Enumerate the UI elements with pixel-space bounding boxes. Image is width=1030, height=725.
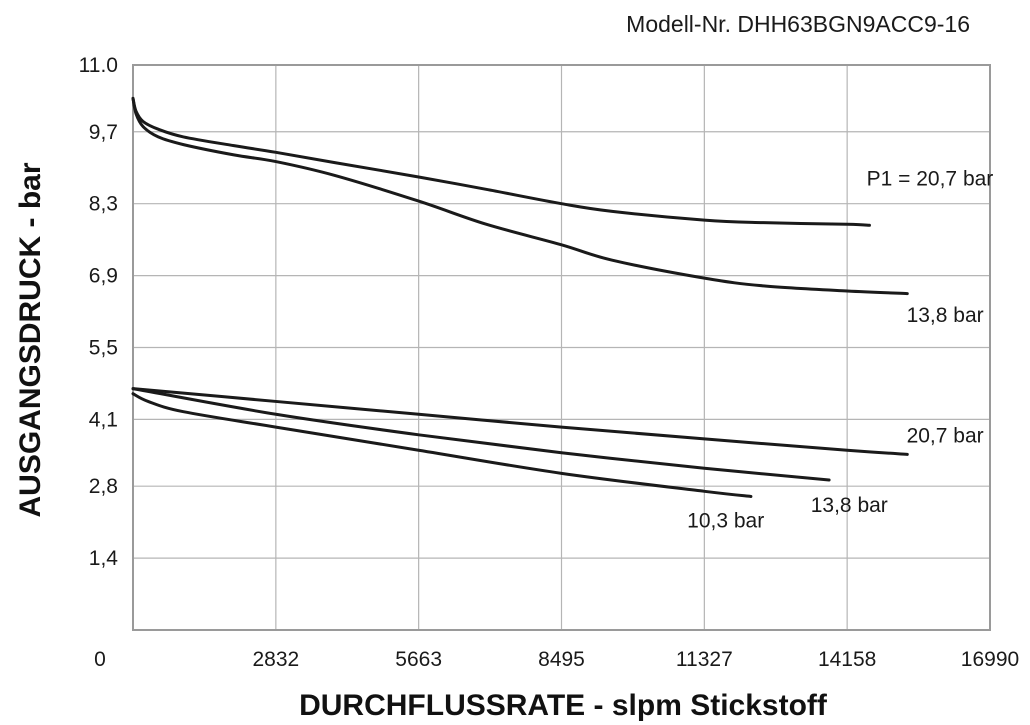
x-tick-label: 14158 bbox=[818, 648, 876, 671]
series-label: 20,7 bar bbox=[907, 425, 984, 448]
y-tick-label: 8,3 bbox=[89, 193, 118, 216]
x-tick-label: 5663 bbox=[395, 648, 442, 671]
x-axis-ticks: 2832 5663 8495 11327 14158 16990 bbox=[252, 648, 1019, 671]
series-label: 10,3 bar bbox=[687, 509, 764, 532]
y-tick-label: 5,5 bbox=[89, 337, 118, 360]
series-lines bbox=[131, 96, 909, 498]
y-tick-label: 11.0 bbox=[79, 54, 118, 77]
y-tick-label: 1,4 bbox=[89, 547, 119, 570]
series-label: 13,8 bar bbox=[811, 494, 888, 517]
y-tick-label: 6,9 bbox=[89, 265, 118, 288]
y-tick-label: 4,1 bbox=[89, 408, 118, 431]
series-line bbox=[131, 387, 909, 456]
series-line bbox=[131, 387, 831, 482]
x-axis-title: DURCHFLUSSRATE - slpm Stickstoff bbox=[299, 689, 828, 722]
y-axis-title: AUSGANGSDRUCK - bar bbox=[14, 162, 47, 517]
y-axis-ticks: 1,4 2,8 4,1 5,5 6,9 8,3 9,7 11.0 bbox=[79, 54, 119, 570]
y-tick-label: 2,8 bbox=[89, 475, 118, 498]
x-tick-label: 11327 bbox=[676, 648, 733, 671]
x-tick-label: 16990 bbox=[961, 648, 1019, 671]
x-tick-label: 2832 bbox=[252, 648, 299, 671]
series-line bbox=[131, 96, 871, 227]
origin-label: 0 bbox=[94, 648, 106, 671]
series-labels: P1 = 20,7 bar 13,8 bar 20,7 bar 13,8 bar 10,… bbox=[687, 168, 993, 533]
model-number: Modell-Nr. DHH63BGN9ACC9-16 bbox=[626, 11, 970, 37]
series-label: P1 = 20,7 bar bbox=[867, 168, 994, 191]
series-label: 13,8 bar bbox=[907, 304, 984, 327]
series-line bbox=[131, 96, 909, 296]
plot-area bbox=[132, 64, 991, 631]
series-line bbox=[131, 392, 753, 498]
y-tick-label: 9,7 bbox=[89, 121, 118, 144]
x-tick-label: 8495 bbox=[538, 648, 585, 671]
